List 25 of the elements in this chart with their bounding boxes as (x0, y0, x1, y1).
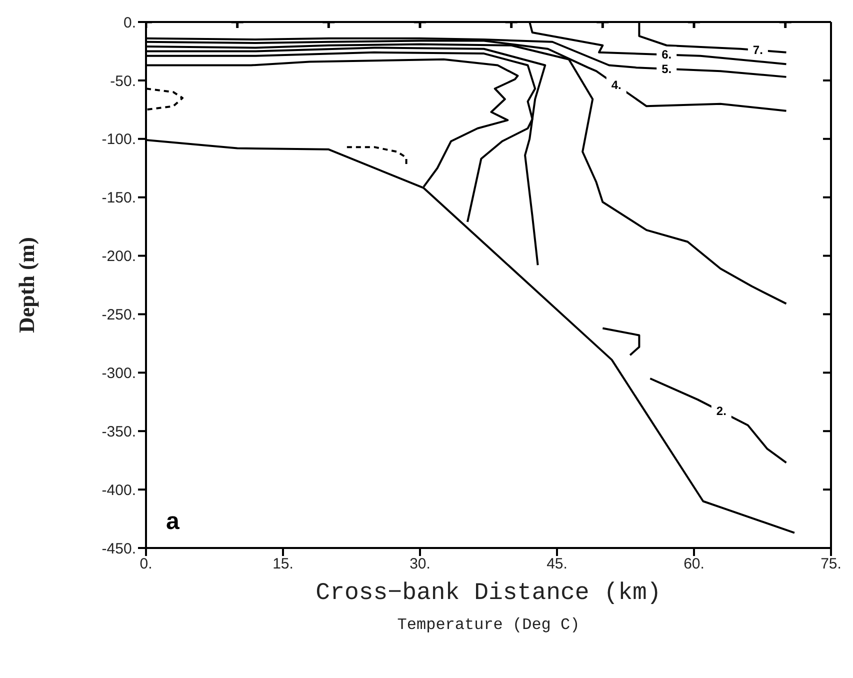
x-tick-label: 30. (410, 556, 430, 573)
y-tick-label: -100. (102, 131, 136, 148)
x-tick-label: 75. (820, 556, 842, 573)
annotation: 2. (716, 404, 726, 418)
y-tick-label: -350. (102, 423, 136, 440)
y-tick-label: -400. (102, 482, 136, 499)
x-tick-label: 45. (546, 556, 568, 573)
x-tick-label: 15. (272, 556, 294, 573)
y-tick-label: 0. (123, 14, 136, 32)
annotation: a (166, 508, 180, 536)
x-tick-label: 0. (140, 556, 152, 573)
y-axis-title: Depth (m) (14, 237, 39, 333)
y-tick-label: -450. (102, 540, 136, 558)
x-tick-label: 60. (684, 556, 704, 573)
y-tick-label: -300. (102, 364, 136, 382)
text: Temperature (Deg C) (396, 616, 581, 634)
annotation: 7. (752, 43, 763, 58)
annotation: 4. (611, 78, 622, 92)
y-tick-label: -150. (102, 190, 136, 207)
y-tick-label: -250. (102, 306, 136, 324)
y-tick-label: -200. (102, 248, 136, 266)
annotation: 6. (662, 48, 672, 62)
annotation: 5. (662, 62, 672, 76)
x-axis-title: Cross−bank Distance (km) (314, 580, 662, 607)
y-tick-label: -50. (110, 72, 136, 90)
